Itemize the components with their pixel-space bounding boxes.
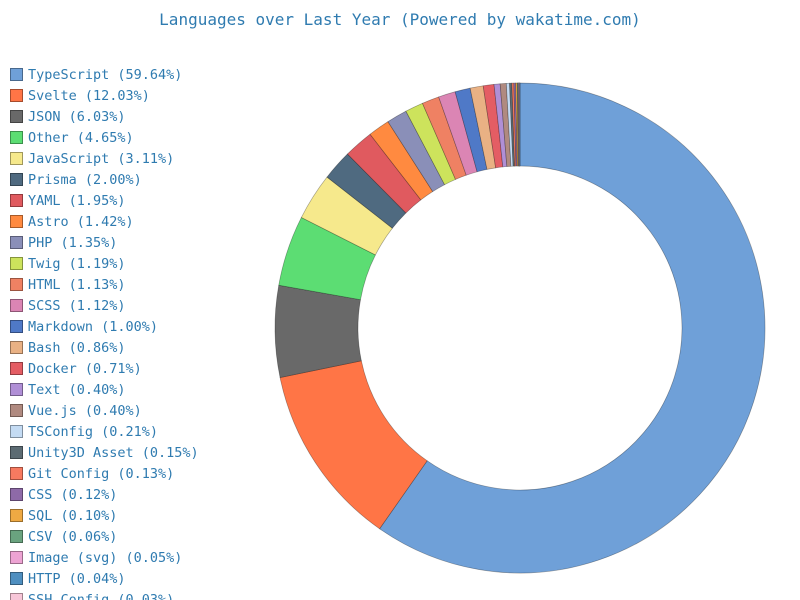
legend-swatch [10, 488, 23, 501]
chart-title: Languages over Last Year (Powered by wak… [159, 10, 641, 29]
legend-item[interactable]: TSConfig (0.21%) [10, 421, 260, 442]
pie-slice[interactable] [274, 284, 362, 379]
legend-label: SQL (0.10%) [28, 507, 118, 524]
legend-swatch [10, 152, 23, 165]
legend-swatch [10, 446, 23, 459]
legend-label: HTTP (0.04%) [28, 570, 126, 587]
legend-swatch [10, 362, 23, 375]
legend-item[interactable]: JavaScript (3.11%) [10, 148, 260, 169]
legend-swatch [10, 194, 23, 207]
legend-item[interactable]: YAML (1.95%) [10, 190, 260, 211]
legend-item[interactable]: TypeScript (59.64%) [10, 64, 260, 85]
legend-swatch [10, 89, 23, 102]
legend-swatch [10, 530, 23, 543]
pie-slice[interactable] [279, 360, 428, 530]
pie-slice[interactable] [469, 85, 497, 170]
legend-label: Other (4.65%) [28, 129, 134, 146]
legend-label: Prisma (2.00%) [28, 171, 142, 188]
pie-slice[interactable] [518, 82, 521, 167]
legend-label: Markdown (1.00%) [28, 318, 159, 335]
legend-label: HTML (1.13%) [28, 276, 126, 293]
legend-swatch [10, 257, 23, 270]
legend-swatch [10, 593, 23, 600]
legend-item[interactable]: Git Config (0.13%) [10, 463, 260, 484]
legend-item[interactable]: Astro (1.42%) [10, 211, 260, 232]
legend-item[interactable]: Other (4.65%) [10, 127, 260, 148]
legend-label: Unity3D Asset (0.15%) [28, 444, 199, 461]
legend-label: CSS (0.12%) [28, 486, 118, 503]
legend-item[interactable]: Twig (1.19%) [10, 253, 260, 274]
legend-label: Svelte (12.03%) [28, 87, 150, 104]
legend-label: Vue.js (0.40%) [28, 402, 142, 419]
legend-swatch [10, 68, 23, 81]
legend-item[interactable]: HTML (1.13%) [10, 274, 260, 295]
legend-label: SCSS (1.12%) [28, 297, 126, 314]
pie-slice[interactable] [379, 82, 766, 574]
legend-swatch [10, 278, 23, 291]
legend-label: Bash (0.86%) [28, 339, 126, 356]
legend-swatch [10, 425, 23, 438]
pie-slice[interactable] [438, 91, 478, 176]
legend-item[interactable]: PHP (1.35%) [10, 232, 260, 253]
legend-label: CSV (0.06%) [28, 528, 118, 545]
legend-swatch [10, 572, 23, 585]
pie-slice[interactable] [405, 102, 456, 186]
legend-item[interactable]: Svelte (12.03%) [10, 85, 260, 106]
pie-slice[interactable] [516, 82, 520, 167]
pie-slice[interactable] [454, 87, 488, 173]
legend-label: TSConfig (0.21%) [28, 423, 159, 440]
legend-label: Docker (0.71%) [28, 360, 142, 377]
legend-swatch [10, 131, 23, 144]
legend-swatch [10, 173, 23, 186]
legend-item[interactable]: SSH Config (0.03%) [10, 589, 260, 600]
pie-slice[interactable] [482, 83, 504, 169]
legend-item[interactable]: Bash (0.86%) [10, 337, 260, 358]
legend-label: YAML (1.95%) [28, 192, 126, 209]
legend-swatch [10, 320, 23, 333]
legend-swatch [10, 299, 23, 312]
legend-item[interactable]: CSV (0.06%) [10, 526, 260, 547]
legend-label: SSH Config (0.03%) [28, 591, 175, 600]
pie-slice[interactable] [499, 83, 512, 167]
legend-item[interactable]: Vue.js (0.40%) [10, 400, 260, 421]
legend-item[interactable]: Unity3D Asset (0.15%) [10, 442, 260, 463]
legend-label: Text (0.40%) [28, 381, 126, 398]
legend-item[interactable]: JSON (6.03%) [10, 106, 260, 127]
pie-slice[interactable] [300, 176, 393, 256]
legend-swatch [10, 551, 23, 564]
legend-label: PHP (1.35%) [28, 234, 118, 251]
legend-swatch [10, 404, 23, 417]
pie-slice[interactable] [421, 96, 467, 180]
pie-slice[interactable] [517, 82, 520, 167]
legend-item[interactable]: CSS (0.12%) [10, 484, 260, 505]
legend-swatch [10, 467, 23, 480]
legend-label: Astro (1.42%) [28, 213, 134, 230]
legend-item[interactable]: Docker (0.71%) [10, 358, 260, 379]
legend-label: Git Config (0.13%) [28, 465, 175, 482]
legend-item[interactable]: SQL (0.10%) [10, 505, 260, 526]
legend-item[interactable]: Markdown (1.00%) [10, 316, 260, 337]
pie-slice[interactable] [346, 133, 422, 214]
legend-label: TypeScript (59.64%) [28, 66, 183, 83]
legend-item[interactable]: SCSS (1.12%) [10, 295, 260, 316]
legend-label: Image (svg) (0.05%) [28, 549, 183, 566]
legend-swatch [10, 509, 23, 522]
legend-swatch [10, 236, 23, 249]
legend-label: JSON (6.03%) [28, 108, 126, 125]
legend-label: Twig (1.19%) [28, 255, 126, 272]
legend-item[interactable]: Text (0.40%) [10, 379, 260, 400]
pie-slice[interactable] [493, 83, 508, 168]
legend-swatch [10, 383, 23, 396]
pie-slice[interactable] [505, 82, 514, 167]
legend-item[interactable]: HTTP (0.04%) [10, 568, 260, 589]
legend-swatch [10, 341, 23, 354]
pie-slice[interactable] [369, 121, 434, 201]
legend-swatch [10, 215, 23, 228]
legend-label: JavaScript (3.11%) [28, 150, 175, 167]
legend-swatch [10, 110, 23, 123]
legend-item[interactable]: Image (svg) (0.05%) [10, 547, 260, 568]
legend-item[interactable]: Prisma (2.00%) [10, 169, 260, 190]
